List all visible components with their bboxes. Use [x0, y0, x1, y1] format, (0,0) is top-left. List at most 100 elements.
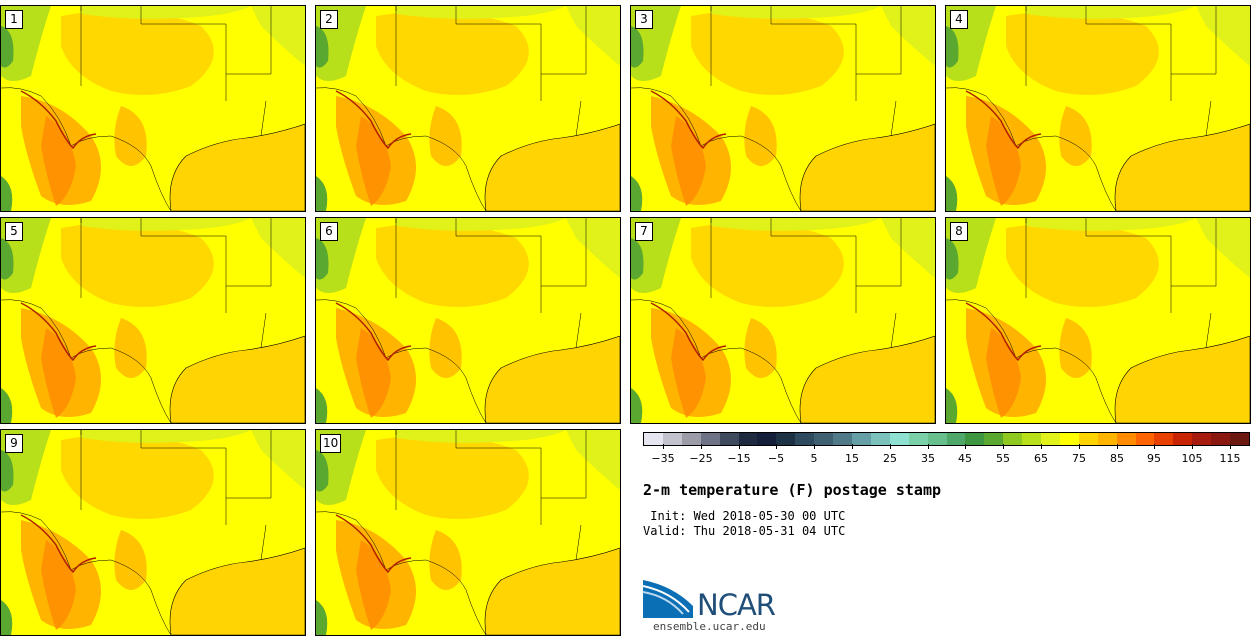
rio-grande-line	[335, 514, 412, 574]
colorbar-tick	[663, 444, 664, 449]
boundary-lines	[1, 430, 272, 635]
rio-grande-line	[20, 514, 97, 574]
colorbar-tick-label: 75	[1072, 452, 1086, 465]
cool-region	[946, 388, 958, 423]
gulf-water	[799, 335, 935, 423]
mild-region	[711, 218, 881, 231]
boundary-lines	[316, 430, 587, 635]
colorbar-swatch	[1059, 433, 1079, 445]
mild-region	[396, 6, 566, 19]
colorbar-swatch	[946, 433, 966, 445]
boundary-lines	[1, 6, 272, 211]
stamp-panel-6: 6	[315, 217, 621, 424]
mild-region	[1196, 218, 1250, 278]
ncar-logo-text: NCAR	[697, 588, 776, 622]
hot-region	[356, 328, 391, 418]
boundary-lines	[631, 218, 902, 423]
boundary-lines	[1, 218, 272, 423]
stamp-panel-4: 4	[945, 5, 1251, 212]
warm-region	[691, 10, 844, 95]
colorbar-swatch	[833, 433, 852, 445]
member-label: 8	[950, 222, 968, 241]
colorbar-tick-label: 85	[1110, 452, 1124, 465]
colorbar-tick	[852, 444, 853, 449]
colorbar-tick	[776, 444, 777, 449]
rio-grande-line	[20, 90, 97, 150]
colorbar-swatch	[644, 433, 663, 445]
mild-region	[1026, 6, 1196, 19]
colorbar-swatch	[1078, 433, 1098, 445]
stamp-panel-1: 1	[0, 5, 306, 212]
member-label: 6	[320, 222, 338, 241]
cool-region	[1, 388, 13, 423]
warm-region	[61, 434, 214, 519]
cool-region	[1, 450, 14, 492]
member-label: 3	[635, 10, 653, 29]
member-label: 9	[5, 434, 23, 453]
colorbar-tick-label: 45	[958, 452, 972, 465]
colorbar-tick-label: 105	[1181, 452, 1203, 465]
cool-region	[316, 388, 328, 423]
stamp-panel-3: 3	[630, 5, 936, 212]
colorbar-swatch	[908, 433, 928, 445]
mild-region	[566, 430, 620, 490]
cool-region	[316, 600, 328, 635]
rio-grande-line	[335, 90, 412, 150]
colorbar-tick	[1079, 444, 1080, 449]
boundary-lines	[946, 6, 1217, 211]
mild-region	[251, 430, 305, 490]
colorbar-swatch	[1154, 433, 1174, 445]
mild-region	[1026, 218, 1196, 231]
colorbar-swatch	[662, 433, 682, 445]
member-label: 1	[5, 10, 23, 29]
init-time: Init: Wed 2018-05-30 00 UTC	[643, 509, 846, 523]
hot-region	[671, 328, 706, 418]
stamp-panel-2: 2	[315, 5, 621, 212]
colorbar-tick-label: −25	[689, 452, 713, 465]
warm-region	[1059, 106, 1092, 166]
warm-region	[429, 318, 462, 378]
colorbar-tick	[1154, 444, 1155, 449]
warm-region	[61, 10, 214, 95]
colorbar-tick	[1230, 444, 1231, 449]
cool-region	[316, 26, 329, 68]
colorbar-tick-label: 25	[883, 452, 897, 465]
temperature-map	[316, 430, 620, 635]
colorbar-tick-label: 35	[921, 452, 935, 465]
hot-region	[986, 328, 1021, 418]
gulf-water	[484, 123, 620, 211]
member-label: 4	[950, 10, 968, 29]
figure-title: 2-m temperature (F) postage stamp	[643, 481, 942, 499]
mild-region	[396, 218, 566, 231]
cool-region	[631, 388, 643, 423]
hot-region	[356, 116, 391, 206]
gulf-water	[484, 335, 620, 423]
colorbar-swatch	[1135, 433, 1155, 445]
warm-region	[429, 106, 462, 166]
colorbar-swatch	[1041, 433, 1060, 445]
stamp-panel-10: 10	[315, 429, 621, 636]
colorbar-swatch	[870, 433, 890, 445]
mild-region	[81, 430, 251, 443]
temperature-map	[316, 218, 620, 423]
colorbar-swatch	[1192, 433, 1212, 445]
mild-region	[396, 430, 566, 443]
colorbar-tick-label: 5	[810, 452, 818, 465]
mild-region	[566, 218, 620, 278]
colorbar-swatch	[1097, 433, 1117, 445]
temperature-map	[1, 6, 305, 211]
colorbar-tick	[739, 444, 740, 449]
rio-grande-line	[965, 302, 1042, 362]
temperature-map	[631, 6, 935, 211]
colorbar-swatch	[1116, 433, 1136, 445]
colorbar-tick-label: 95	[1147, 452, 1161, 465]
hot-region	[41, 540, 76, 630]
stamp-panel-7: 7	[630, 217, 936, 424]
cool-region	[946, 238, 959, 280]
colorbar-tick	[701, 444, 702, 449]
cool-region	[946, 176, 958, 211]
hot-region	[41, 328, 76, 418]
member-label: 10	[320, 434, 342, 453]
boundary-lines	[946, 218, 1217, 423]
hot-region	[356, 540, 391, 630]
